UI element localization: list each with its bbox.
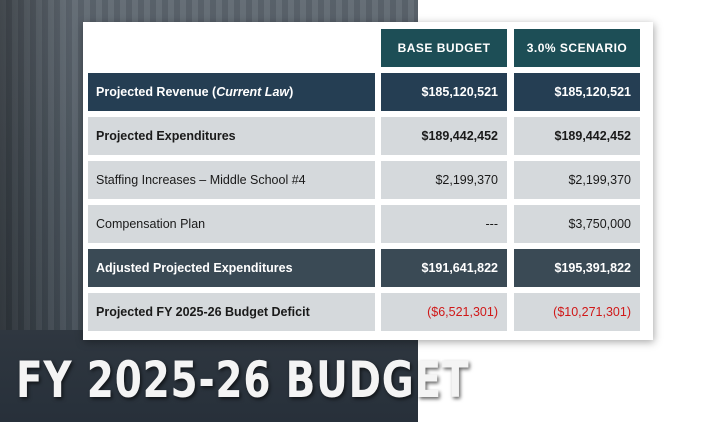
title-band (0, 330, 418, 422)
row-label-projected-revenue: Projected Revenue (Current Law) (88, 73, 375, 111)
cell-revenue-scenario: $185,120,521 (514, 73, 640, 111)
cell-deficit-scenario: ($10,271,301) (514, 293, 640, 331)
cell-deficit-base: ($6,521,301) (381, 293, 507, 331)
row-label-adjusted-expenditures: Adjusted Projected Expenditures (88, 249, 375, 287)
row-label-projected-expenditures: Projected Expenditures (88, 117, 375, 155)
cell-compensation-base: --- (381, 205, 507, 243)
row-label-end-text: ) (289, 85, 294, 99)
row-label-budget-deficit: Projected FY 2025-26 Budget Deficit (88, 293, 375, 331)
row-label-text: Projected Revenue ( (96, 85, 217, 99)
cell-adjusted-base: $191,641,822 (381, 249, 507, 287)
cell-revenue-base: $185,120,521 (381, 73, 507, 111)
cell-compensation-scenario: $3,750,000 (514, 205, 640, 243)
cell-expenditures-scenario: $189,442,452 (514, 117, 640, 155)
cell-staffing-scenario: $2,199,370 (514, 161, 640, 199)
column-header-base-budget: BASE BUDGET (381, 29, 507, 67)
page-title: FY 2025-26 BUDGET (16, 351, 470, 409)
cell-expenditures-base: $189,442,452 (381, 117, 507, 155)
row-label-compensation-plan: Compensation Plan (88, 205, 375, 243)
row-label-staffing-increases: Staffing Increases – Middle School #4 (88, 161, 375, 199)
cell-adjusted-scenario: $195,391,822 (514, 249, 640, 287)
row-label-italic-text: Current Law (216, 85, 290, 99)
column-header-scenario: 3.0% SCENARIO (514, 29, 640, 67)
budget-table-card: BASE BUDGET 3.0% SCENARIO Projected Reve… (83, 22, 653, 340)
cell-staffing-base: $2,199,370 (381, 161, 507, 199)
